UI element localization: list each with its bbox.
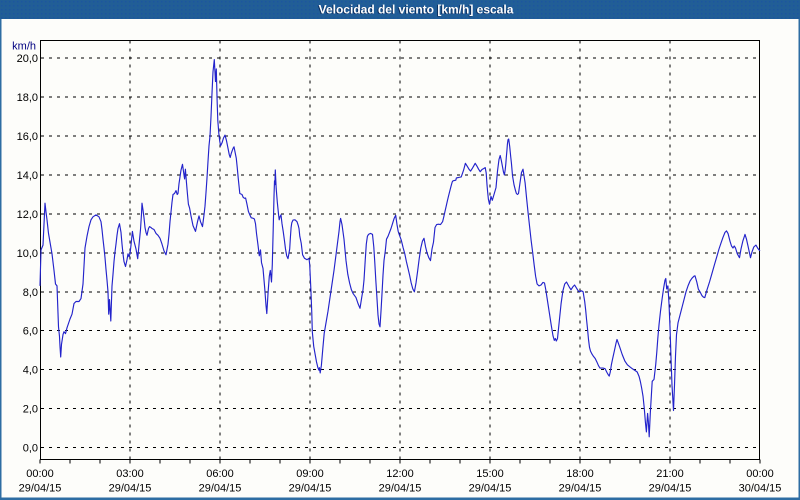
svg-text:12,0: 12,0 [17, 209, 38, 221]
svg-text:09:00: 09:00 [296, 468, 324, 480]
svg-text:15:00: 15:00 [476, 468, 504, 480]
svg-text:29/04/15: 29/04/15 [649, 483, 692, 495]
svg-text:10,0: 10,0 [17, 248, 38, 260]
svg-text:00:00: 00:00 [26, 468, 54, 480]
svg-text:29/04/15: 29/04/15 [19, 483, 62, 495]
svg-text:Velocidad del viento [km/h] es: Velocidad del viento [km/h] escala [318, 3, 513, 17]
svg-text:km/h: km/h [12, 41, 36, 53]
svg-text:06:00: 06:00 [206, 468, 234, 480]
svg-text:8,0: 8,0 [23, 287, 38, 299]
svg-text:4,0: 4,0 [23, 365, 38, 377]
svg-text:18:00: 18:00 [566, 468, 594, 480]
svg-text:20,0: 20,0 [17, 53, 38, 65]
svg-text:Velocidad del viento [km/h] es: Velocidad del viento [km/h] escala [319, 3, 514, 17]
svg-text:29/04/15: 29/04/15 [109, 483, 152, 495]
svg-text:29/04/15: 29/04/15 [559, 483, 602, 495]
svg-text:00:00: 00:00 [746, 468, 774, 480]
svg-text:12:00: 12:00 [386, 468, 414, 480]
svg-text:29/04/15: 29/04/15 [469, 483, 512, 495]
svg-text:29/04/15: 29/04/15 [379, 483, 422, 495]
svg-text:18,0: 18,0 [17, 92, 38, 104]
svg-text:14,0: 14,0 [17, 170, 38, 182]
svg-text:29/04/15: 29/04/15 [289, 483, 332, 495]
svg-text:0,0: 0,0 [23, 443, 38, 455]
svg-text:30/04/15: 30/04/15 [739, 483, 782, 495]
svg-text:21:00: 21:00 [656, 468, 684, 480]
svg-text:6,0: 6,0 [23, 326, 38, 338]
svg-text:29/04/15: 29/04/15 [199, 483, 242, 495]
svg-text:03:00: 03:00 [116, 468, 144, 480]
svg-text:16,0: 16,0 [17, 131, 38, 143]
svg-text:2,0: 2,0 [23, 404, 38, 416]
